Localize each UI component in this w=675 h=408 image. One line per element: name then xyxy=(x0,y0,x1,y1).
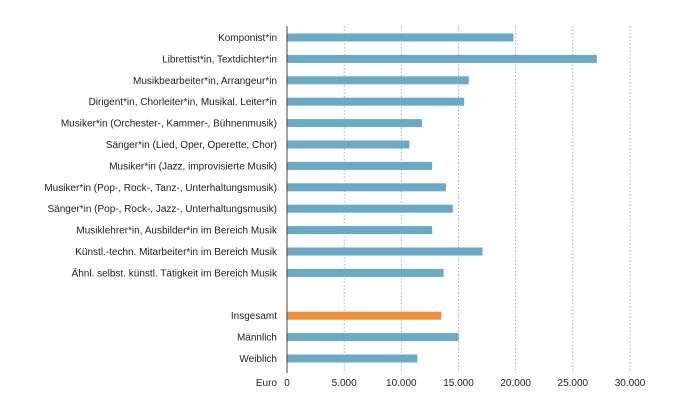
category-label: Musikbearbeiter*in, Arrangeur*in xyxy=(133,76,277,87)
category-label: Künstl.-techn. Mitarbeiter*in im Bereich… xyxy=(75,247,278,258)
category-label: Musiker*in (Jazz, improvisierte Musik) xyxy=(109,161,277,172)
category-label: Insgesamt xyxy=(231,311,277,322)
x-tick-label: 20.000 xyxy=(500,378,531,389)
category-label: Ähnl. selbst. künstl. Tätigkeit im Berei… xyxy=(72,267,278,279)
category-label: Dirigent*in, Chorleiter*in, Musikal. Lei… xyxy=(89,97,277,108)
category-label: Musiker*in (Pop-, Rock-, Tanz-, Unterhal… xyxy=(44,183,277,194)
bar xyxy=(287,76,469,85)
x-tick-label: 25.000 xyxy=(558,378,589,389)
bar xyxy=(287,161,433,170)
category-label: Sänger*in (Pop-, Rock-, Jazz-, Unterhalt… xyxy=(47,204,277,215)
bar xyxy=(287,354,418,363)
x-unit-label: Euro xyxy=(256,378,278,389)
bars xyxy=(287,33,597,363)
category-label: Weiblich xyxy=(239,354,277,365)
bar xyxy=(287,183,446,192)
x-tick-label: 10.000 xyxy=(386,378,417,389)
bar xyxy=(287,333,459,342)
x-tick-label: 30.000 xyxy=(615,378,646,389)
bar xyxy=(287,204,453,213)
x-tick-label: 5.000 xyxy=(332,378,357,389)
bar xyxy=(287,97,465,106)
bar xyxy=(287,247,483,256)
category-label: Musiklehrer*in, Ausbilder*in im Bereich … xyxy=(76,226,278,237)
bar xyxy=(287,268,444,277)
bar xyxy=(287,140,410,149)
bar xyxy=(287,33,514,42)
category-label: Librettist*in, Textdichter*in xyxy=(162,54,277,65)
x-tick-labels: 0 5.000 10.000 15.000 20.000 25.000 30.000 xyxy=(284,378,646,389)
x-tick-label: 0 xyxy=(284,378,290,389)
bar xyxy=(287,54,597,63)
category-label: Männlich xyxy=(237,333,277,344)
category-labels: Komponist*in Librettist*in, Textdichter*i… xyxy=(44,33,278,365)
x-tick-label: 15.000 xyxy=(443,378,474,389)
bar xyxy=(287,226,433,235)
bar xyxy=(287,311,442,320)
category-label: Musiker*in (Orchester-, Kammer-, Bühnenm… xyxy=(61,119,277,130)
category-label: Sänger*in (Lied, Oper, Operette, Chor) xyxy=(106,140,277,151)
bar xyxy=(287,119,422,128)
category-label: Komponist*in xyxy=(218,33,277,44)
